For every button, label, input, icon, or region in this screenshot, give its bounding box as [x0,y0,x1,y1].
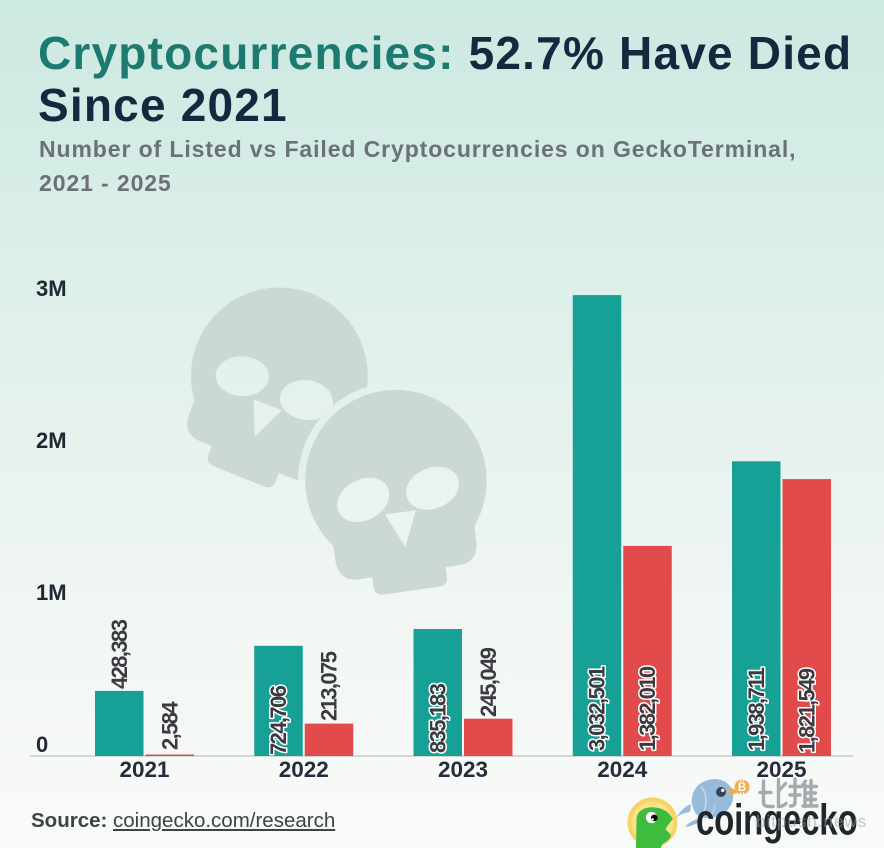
svg-text:2022: 2022 [279,757,329,782]
svg-text:2024: 2024 [597,757,648,782]
svg-text:724,706: 724,706 [266,685,291,755]
svg-text:2021: 2021 [119,757,169,782]
svg-text:0: 0 [36,732,48,757]
svg-text:3,032,501: 3,032,501 [585,666,610,751]
svg-text:1M: 1M [36,580,67,605]
svg-text:2M: 2M [36,428,67,453]
svg-text:1,382,010: 1,382,010 [635,666,660,751]
svg-text:2023: 2023 [438,757,488,782]
svg-text:B: B [738,782,746,794]
svg-text:2025: 2025 [756,757,806,782]
svg-text:2,584: 2,584 [157,701,182,750]
svg-text:1,938,711: 1,938,711 [744,667,769,751]
svg-text:835,183: 835,183 [425,683,450,753]
svg-text:3M: 3M [36,276,67,301]
svg-text:245,049: 245,049 [476,647,501,717]
svg-text:428,383: 428,383 [107,619,132,689]
svg-text:213,075: 213,075 [317,651,342,721]
svg-text:1,821,549: 1,821,549 [794,668,819,753]
